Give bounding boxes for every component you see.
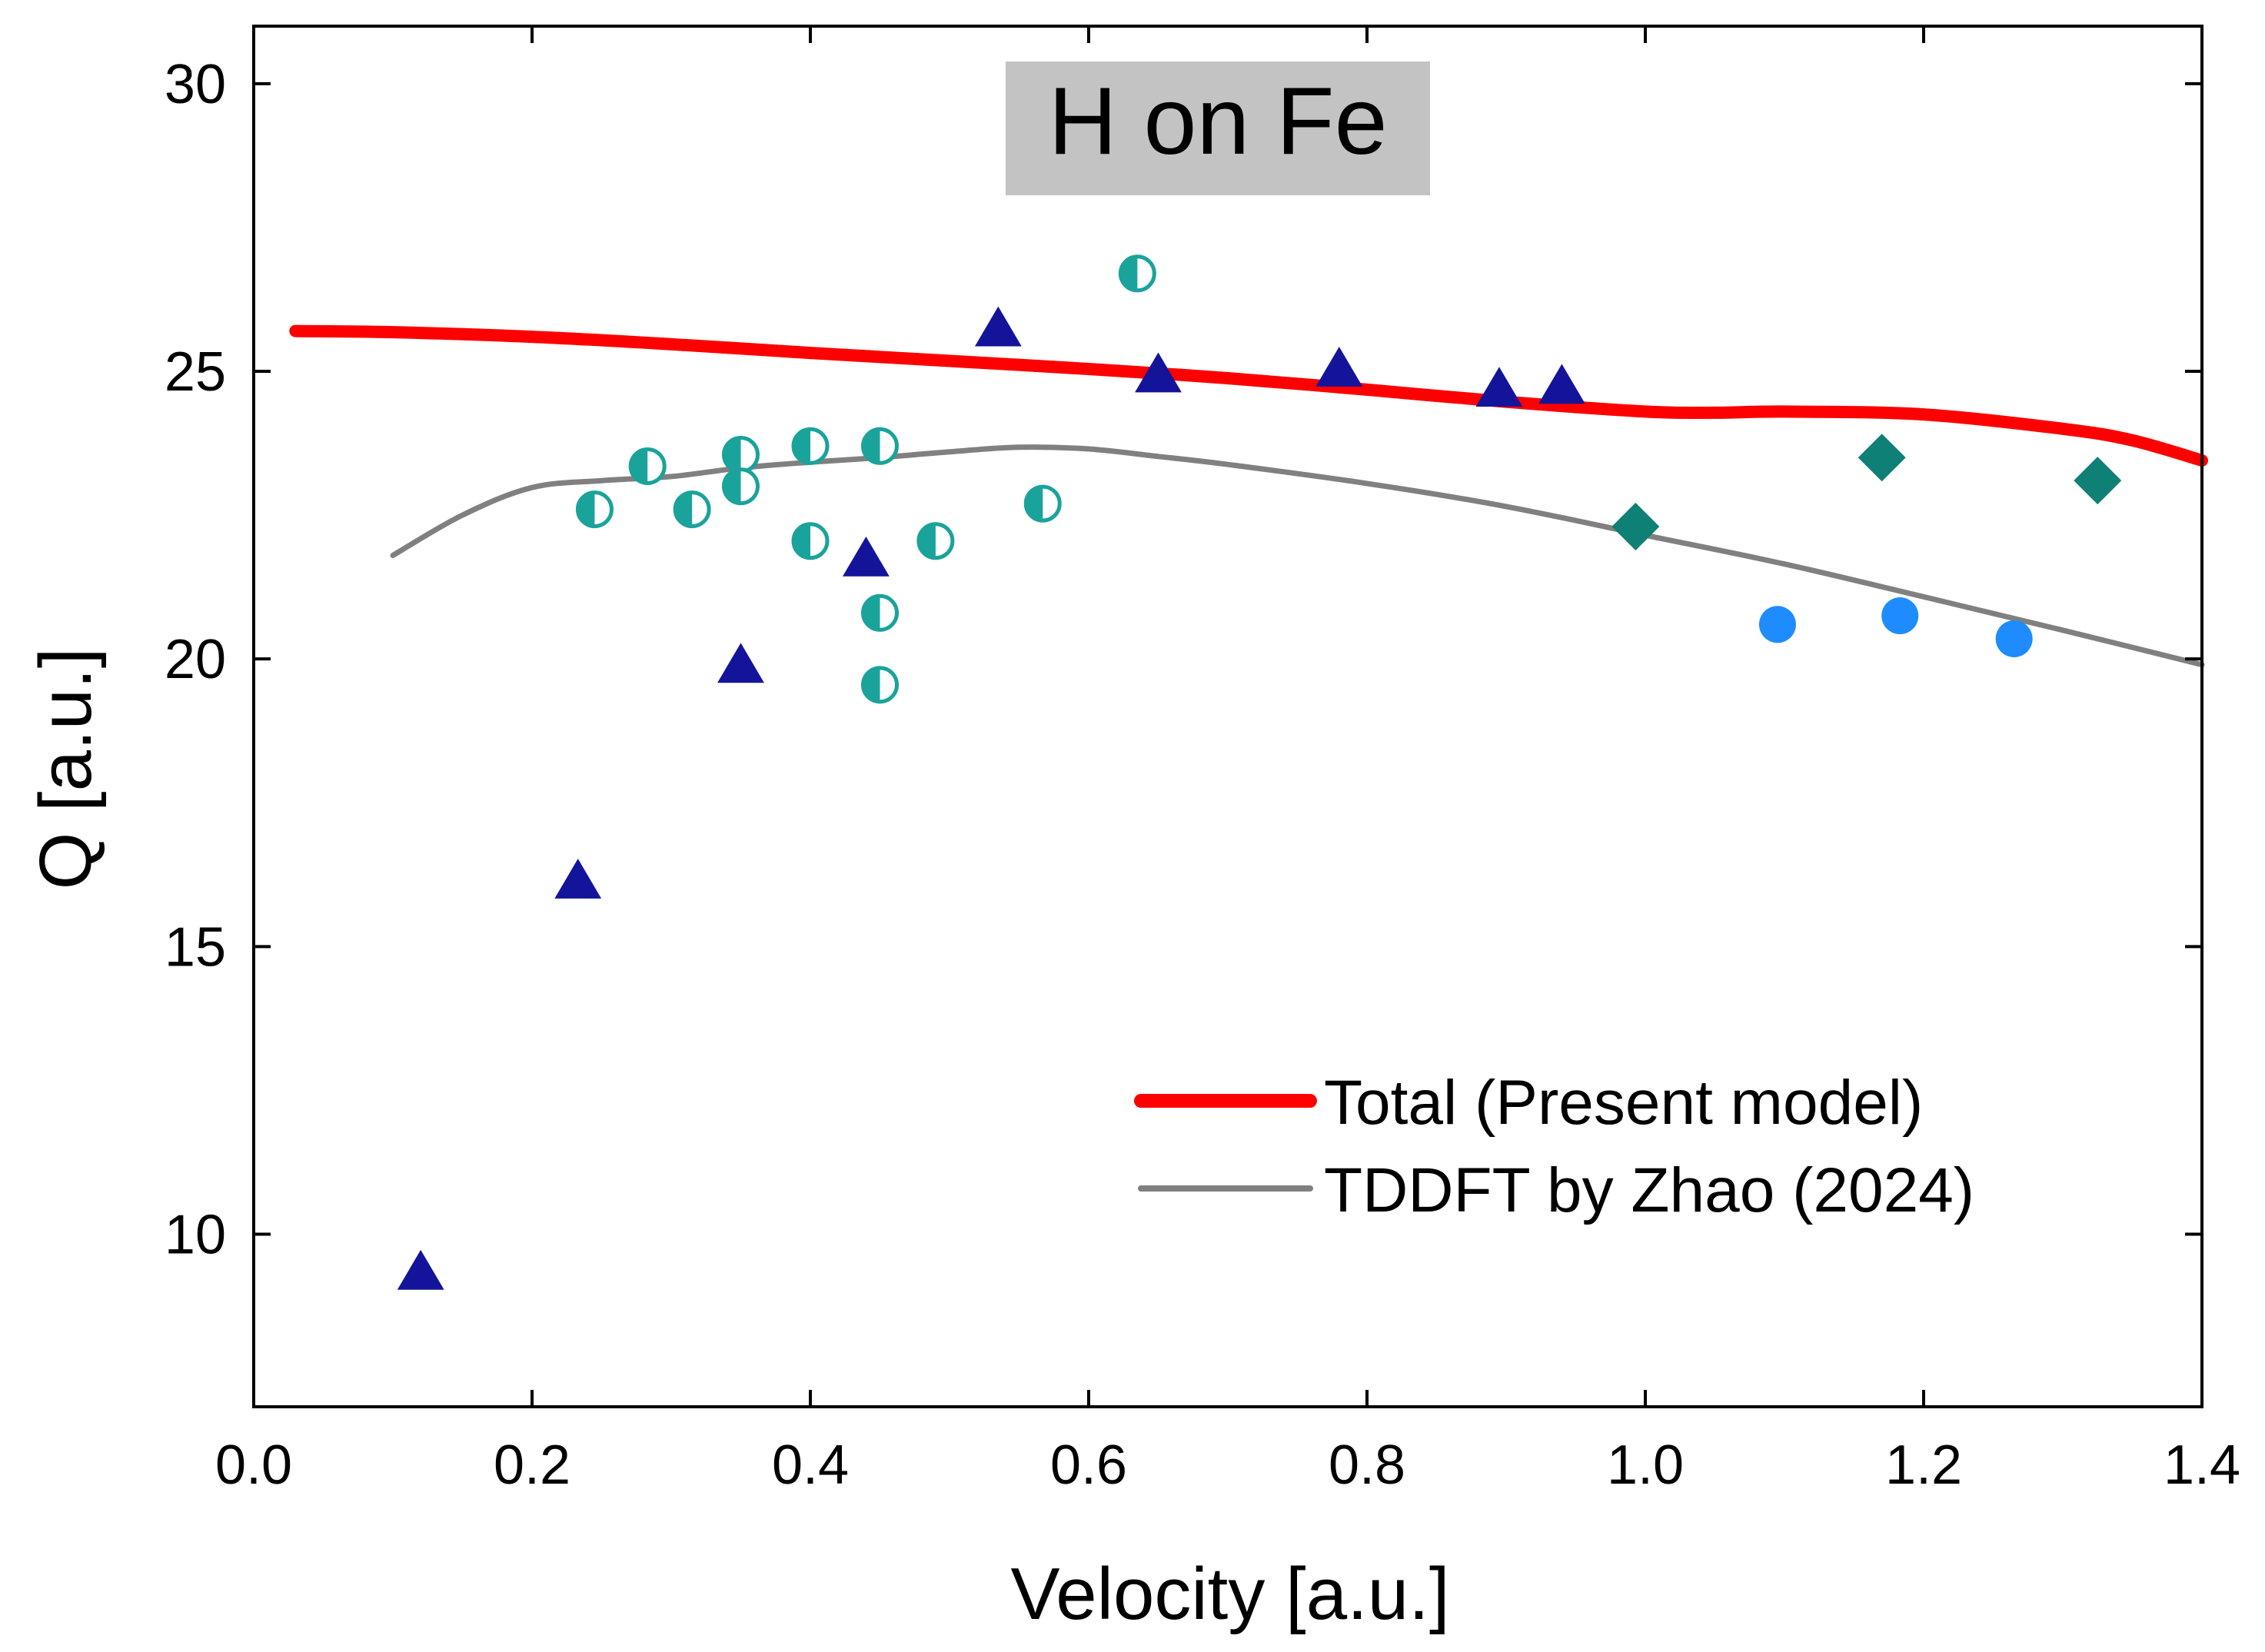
- marker-triangle: [843, 536, 890, 577]
- marker-triangle: [397, 1249, 444, 1290]
- x-tick-label: 1.2: [1885, 1434, 1962, 1496]
- x-tick-label: 1.4: [2164, 1434, 2240, 1496]
- legend-label-total: Total (Present model): [1324, 1068, 1923, 1138]
- x-tick-label: 0.8: [1329, 1434, 1405, 1496]
- chart-title: H on Fe: [1048, 68, 1387, 175]
- marker-half-circle: [861, 427, 899, 465]
- marker-half-circle: [575, 490, 614, 529]
- marker-triangle: [554, 859, 602, 899]
- marker-half-circle: [861, 666, 899, 704]
- marker-half-circle: [1118, 254, 1156, 293]
- x-tick-label: 0.2: [494, 1434, 570, 1496]
- y-tick-label: 25: [165, 341, 226, 403]
- marker-triangle: [1135, 352, 1182, 393]
- marker-half-circle: [791, 522, 830, 560]
- marker-half-circle: [722, 436, 760, 474]
- y-tick-label: 30: [165, 54, 226, 115]
- marker-half-circle: [673, 490, 711, 529]
- marker-triangle: [1475, 367, 1523, 407]
- chart-title-box: H on Fe: [1006, 61, 1430, 195]
- marker-half-circle: [628, 447, 667, 485]
- marker-half-circle: [791, 427, 830, 465]
- marker-half-circle: [722, 467, 760, 506]
- marker-triangle: [1315, 347, 1363, 387]
- marker-triangle: [1538, 364, 1585, 404]
- x-tick-label: 0.4: [772, 1434, 849, 1496]
- axis-ticks: 0.0 0.2 0.4 0.6 0.8 1.0 1.2 1.4 10 15 20 25 30: [165, 26, 2240, 1496]
- marker-diamond: [2074, 457, 2122, 505]
- legend: Total (Present model) TDDFT by Zhao (202…: [1134, 1068, 1974, 1225]
- marker-circle: [1881, 597, 1919, 635]
- x-tick-label: 0.6: [1050, 1434, 1127, 1496]
- x-tick-label: 0.0: [215, 1434, 292, 1496]
- marker-circle: [1758, 606, 1796, 643]
- series-line-total: [289, 324, 2208, 467]
- marker-diamond: [1858, 434, 1906, 482]
- marker-diamond: [1611, 503, 1660, 551]
- markers-layer: [397, 254, 2122, 1290]
- plot-frame: [252, 25, 2203, 1408]
- marker-half-circle: [1023, 484, 1062, 523]
- x-axis-label: Velocity [a.u.]: [1011, 1553, 1450, 1635]
- x-tick-label: 1.0: [1607, 1434, 1684, 1496]
- marker-circle: [1995, 620, 2033, 657]
- y-axis-label: Q [a.u.]: [25, 648, 107, 890]
- legend-label-tddft: TDDFT by Zhao (2024): [1324, 1155, 1974, 1225]
- chart-title-background: [1006, 61, 1430, 195]
- y-tick-label: 20: [165, 629, 226, 690]
- y-tick-label: 10: [165, 1205, 226, 1266]
- marker-triangle: [974, 306, 1022, 347]
- marker-half-circle: [861, 593, 899, 632]
- marker-triangle: [717, 643, 764, 683]
- y-tick-label: 15: [165, 916, 226, 978]
- marker-half-circle: [916, 522, 955, 560]
